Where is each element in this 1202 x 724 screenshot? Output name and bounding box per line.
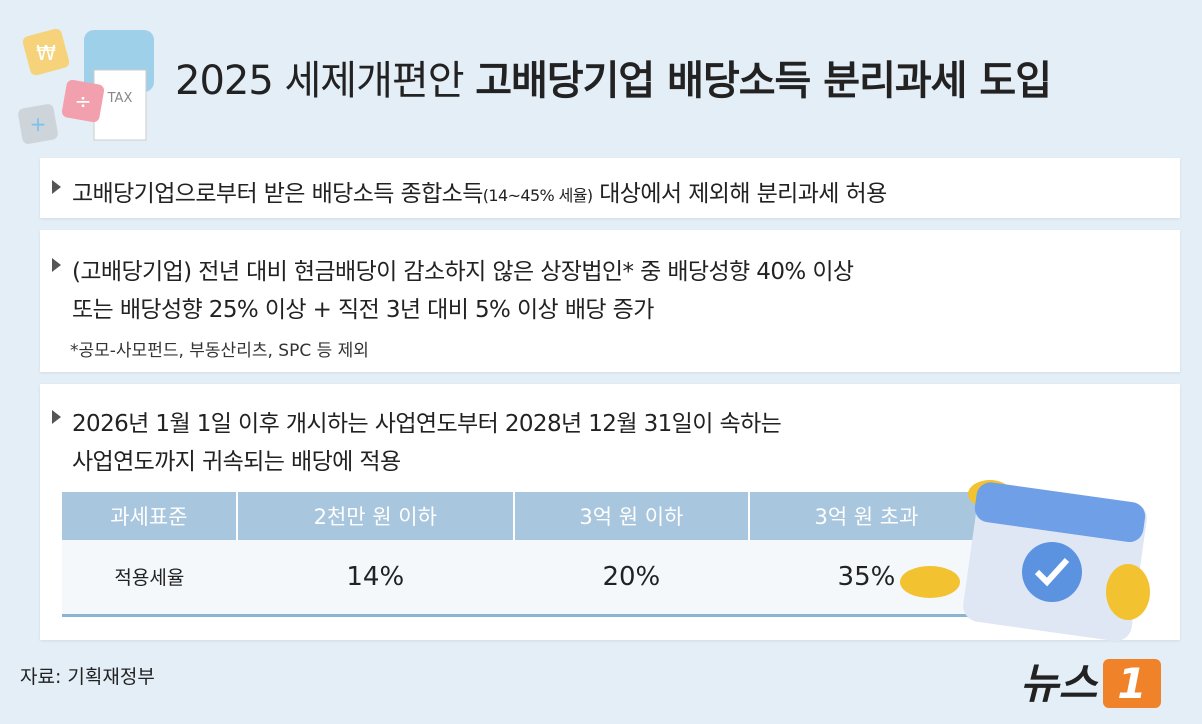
text: 고배당기업으로부터 받은 배당소득 종합소득 [72,181,483,207]
logo: 뉴스 1 [1020,650,1161,711]
table-cell: 적용세율 [62,540,237,617]
table-header: 과세표준 [62,492,238,540]
rate-table: 과세표준 2천만 원 이하 3억 원 이하 3억 원 초과 적용세율 14% 20% 35% [62,492,986,617]
section-line: 2026년 1월 1일 이후 개시하는 사업연도부터 2028년 12월 31일… [51,404,782,438]
logo-mark: 1 [1103,659,1161,708]
section: 고배당기업으로부터 받은 배당소득 종합소득(14~45% 세율) 대상에서 제… [40,158,1180,218]
icon-text: ÷ [75,89,92,113]
section-line: 고배당기업으로부터 받은 배당소득 종합소득(14~45% 세율) 대상에서 제… [52,174,887,208]
table-header: 3억 원 초과 [748,492,986,540]
title-main: 고배당기업 배당소득 분리과세 도입 [475,58,1052,104]
logo-text: 뉴스 [1020,659,1098,708]
title: 2025 세제개편안 고배당기업 배당소득 분리과세 도입 [175,48,1052,106]
tax-icon: TAX ₩ ÷ + [18,28,154,144]
icon-text: TAX [107,91,133,106]
table-cell: 20% [513,540,749,617]
text: 대상에서 제외해 분리과세 허용 [592,181,887,207]
section: (고배당기업) 전년 대비 현금배당이 감소하지 않은 상장법인* 중 배당성향… [40,230,1180,372]
section-line: 사업연도까지 귀속되는 배당에 적용 [72,449,401,475]
table-cell: 14% [236,540,514,617]
calendar-illustration [900,480,1150,642]
table-header: 3억 원 이하 [513,492,750,540]
title-prefix: 2025 세제개편안 [175,58,465,104]
text: (14~45% 세율) [482,186,593,205]
note: *공모-사모펀드, 부동산리츠, SPC 등 제외 [70,341,369,361]
section-line: 또는 배당성향 25% 이상 + 직전 3년 대비 5% 이상 배당 증가 [72,297,654,323]
icon-text: ₩ [36,41,56,65]
section-line: (고배당기업) 전년 대비 현금배당이 감소하지 않은 상장법인* 중 배당성향… [51,252,854,286]
table-header: 2천만 원 이하 [236,492,515,540]
icon-text: + [30,112,47,136]
source: 자료: 기획재정부 [20,666,155,688]
